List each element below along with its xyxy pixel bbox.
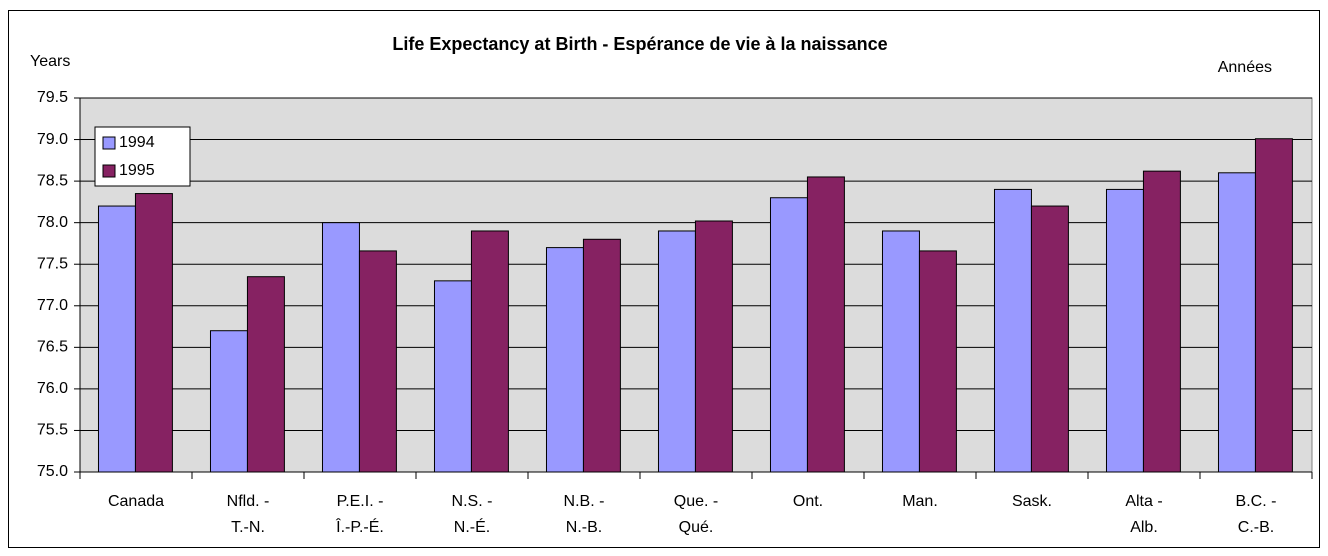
bar — [433, 280, 472, 473]
x-tick-label: T.-N. — [231, 519, 265, 536]
bar — [694, 220, 733, 473]
x-tick-label: N.S. - — [452, 493, 493, 510]
x-tick-label: N.-B. — [566, 519, 602, 536]
bar — [1254, 138, 1293, 473]
bar — [1105, 188, 1144, 473]
bar — [806, 176, 845, 473]
y-tick-label: 76.0 — [37, 380, 68, 397]
y-axis-label: Years — [30, 53, 70, 70]
x-tick-label: Nfld. - — [227, 493, 270, 510]
x-tick-label: Ont. — [793, 493, 823, 510]
y-tick-label: 77.5 — [37, 255, 68, 272]
x-tick-label: N.-É. — [454, 517, 490, 536]
x-tick-label: Î.-P.-É. — [335, 517, 384, 536]
bar — [358, 250, 397, 473]
x-tick-label: Sask. — [1012, 493, 1052, 510]
bar — [470, 230, 509, 473]
bar — [246, 276, 285, 473]
bar — [1217, 172, 1256, 473]
y-tick-label: 79.0 — [37, 131, 68, 148]
bar — [918, 250, 957, 473]
y-axis-label-right: Années — [1218, 59, 1272, 76]
y-tick-label: 78.5 — [37, 172, 68, 189]
y-tick-label: 78.0 — [37, 214, 68, 231]
x-tick-label: B.C. - — [1236, 493, 1277, 510]
y-tick-label: 75.0 — [37, 463, 68, 480]
x-tick-label: P.E.I. - — [337, 493, 384, 510]
legend-swatch — [102, 136, 116, 150]
bar — [134, 193, 173, 473]
x-tick-label: Alb. — [1130, 519, 1158, 536]
y-tick-label: 76.5 — [37, 339, 68, 356]
legend-label: 1995 — [119, 162, 155, 179]
bar — [209, 330, 248, 473]
x-tick-label: Man. — [902, 493, 938, 510]
bar — [881, 230, 920, 473]
y-tick-label: 79.5 — [37, 89, 68, 106]
bar — [769, 197, 808, 473]
legend-label: 1994 — [119, 134, 155, 151]
bar — [97, 205, 136, 473]
x-tick-label: C.-B. — [1238, 519, 1274, 536]
bar — [993, 188, 1032, 473]
legend-swatch — [102, 164, 116, 178]
bar — [1030, 205, 1069, 473]
y-tick-label: 77.0 — [37, 297, 68, 314]
x-tick-label: Alta - — [1125, 493, 1162, 510]
chart-title: Life Expectancy at Birth - Espérance de … — [392, 34, 887, 54]
x-tick-label: Que. - — [674, 493, 718, 510]
x-tick-label: Qué. — [679, 519, 714, 536]
bar — [321, 222, 360, 473]
bar — [545, 247, 584, 473]
y-tick-label: 75.5 — [37, 422, 68, 439]
bar — [582, 238, 621, 473]
bar — [1142, 170, 1181, 473]
x-tick-label: Canada — [108, 493, 164, 510]
x-tick-label: N.B. - — [564, 493, 605, 510]
bar — [657, 230, 696, 473]
